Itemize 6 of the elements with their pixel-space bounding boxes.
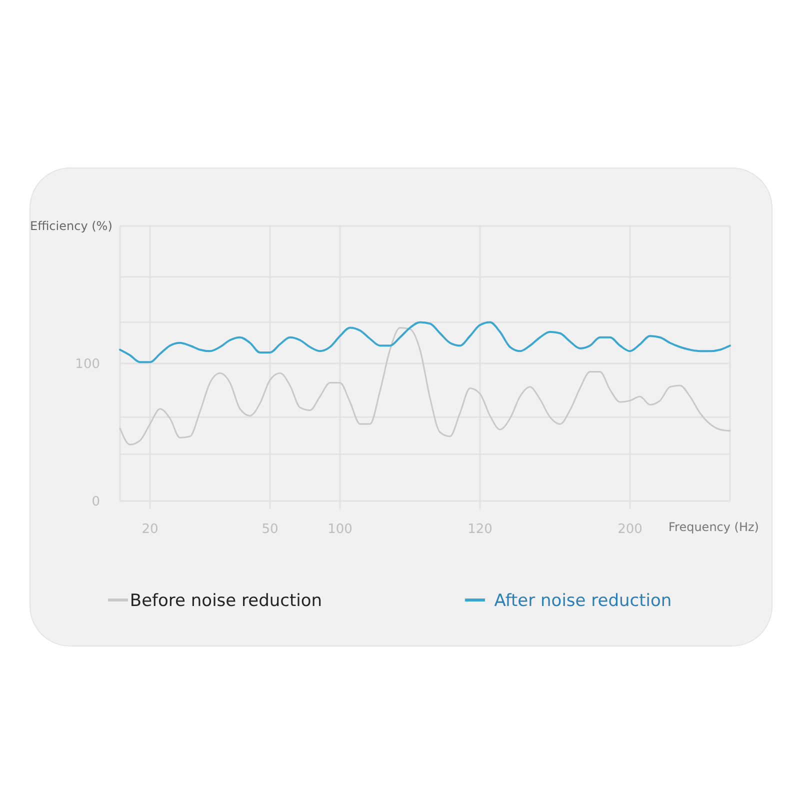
line-series — [119, 327, 731, 446]
x-axis-title: Frequency (Hz) — [668, 520, 759, 534]
legend-label: After noise reduction — [494, 591, 672, 611]
y-axis-title: Efficiency (%) — [30, 219, 112, 233]
legend-label: Before noise reduction — [130, 591, 322, 611]
line-series — [119, 321, 731, 364]
